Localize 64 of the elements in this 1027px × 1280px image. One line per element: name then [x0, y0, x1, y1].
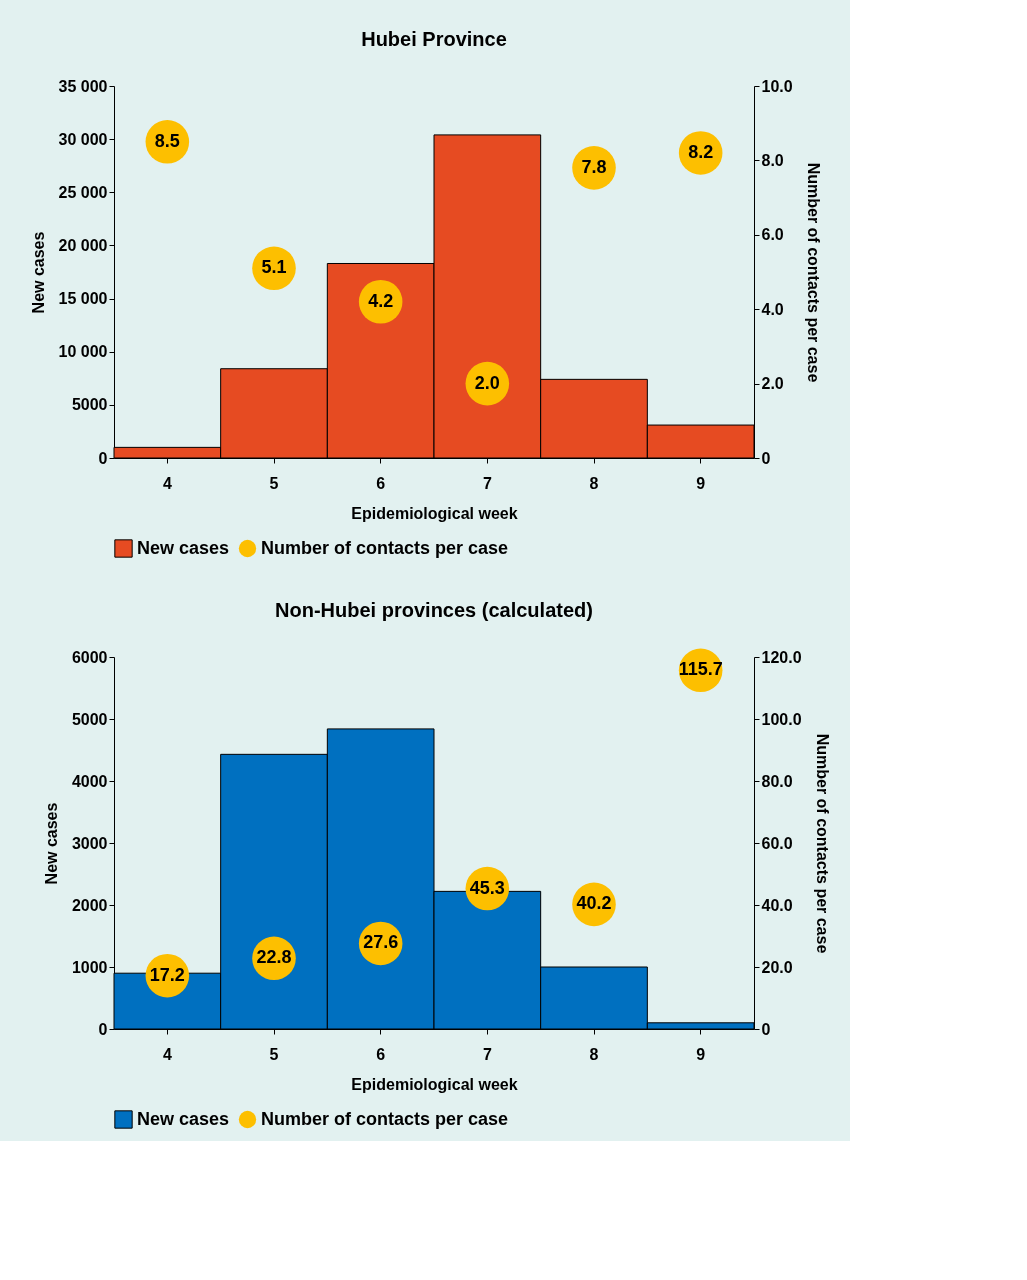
data-label: 27.6 — [363, 932, 399, 953]
y2-axis-title: Number of contacts per case — [804, 162, 822, 383]
y2-tick-label: 10.0 — [761, 77, 793, 95]
y-tick-label: 30 000 — [58, 130, 108, 148]
data-label: 8.2 — [688, 141, 714, 162]
legend-label: New cases — [137, 1108, 230, 1129]
y-tick-label: 20 000 — [58, 236, 108, 254]
y2-tick-label: 20.0 — [761, 958, 793, 976]
x-tick-label: 7 — [482, 1045, 492, 1063]
y2-tick-label: 80.0 — [761, 772, 793, 790]
data-label: 40.2 — [576, 893, 612, 914]
y2-tick-label: 60.0 — [761, 834, 793, 852]
y-axis-title: New cases — [42, 802, 60, 885]
data-label: 2.0 — [474, 372, 500, 393]
data-label: 45.3 — [469, 877, 505, 898]
y-tick-label: 3000 — [71, 834, 108, 852]
data-label: 5.1 — [261, 257, 287, 278]
y-tick-label: 1000 — [71, 958, 108, 976]
y2-tick-label: 2.0 — [761, 375, 784, 393]
data-label: 4.2 — [368, 290, 394, 311]
y2-tick-label: 100.0 — [761, 710, 802, 728]
y-tick-label: 35 000 — [58, 77, 108, 95]
y2-tick-label: 40.0 — [761, 896, 793, 914]
data-label: 8.5 — [154, 130, 180, 151]
x-tick-label: 9 — [696, 1045, 706, 1063]
y-tick-label: 10 000 — [58, 343, 108, 361]
x-tick-label: 4 — [162, 474, 172, 492]
data-label: 17.2 — [149, 964, 185, 985]
y-tick-label: 0 — [98, 449, 108, 467]
data-label: 22.8 — [256, 947, 292, 968]
y-axis-title: New cases — [29, 231, 47, 314]
x-axis-title: Epidemiological week — [351, 1075, 518, 1093]
chart-title: Hubei Province — [361, 28, 507, 50]
y-tick-label: 5000 — [71, 396, 108, 414]
data-label: 115.7 — [678, 659, 723, 680]
y2-tick-label: 4.0 — [761, 300, 784, 318]
y-tick-label: 4000 — [71, 772, 108, 790]
legend-label: Number of contacts per case — [261, 537, 509, 558]
x-tick-label: 9 — [696, 474, 706, 492]
x-tick-label: 5 — [269, 474, 279, 492]
y-tick-label: 15 000 — [58, 290, 108, 308]
x-tick-label: 8 — [589, 1045, 599, 1063]
legend-label: Number of contacts per case — [261, 1108, 509, 1129]
y2-tick-label: 8.0 — [761, 151, 784, 169]
chart-title: Non-Hubei provinces (calculated) — [275, 598, 593, 621]
legend-label: New cases — [137, 537, 230, 558]
x-tick-label: 5 — [269, 1045, 279, 1063]
y2-tick-label: 0 — [761, 1020, 771, 1038]
y2-axis-title: Number of contacts per case — [813, 733, 831, 954]
x-tick-label: 8 — [589, 474, 599, 492]
y-tick-label: 2000 — [71, 896, 108, 914]
x-tick-label: 6 — [376, 474, 386, 492]
y-tick-label: 0 — [98, 1020, 108, 1038]
x-tick-label: 6 — [376, 1045, 386, 1063]
y2-tick-label: 0 — [761, 449, 771, 467]
y-tick-label: 25 000 — [58, 183, 108, 201]
y2-tick-label: 6.0 — [761, 226, 784, 244]
x-axis-title: Epidemiological week — [351, 504, 518, 522]
y-tick-label: 6000 — [71, 648, 108, 666]
x-tick-label: 4 — [162, 1045, 172, 1063]
x-tick-label: 7 — [482, 474, 492, 492]
y-tick-label: 5000 — [71, 710, 108, 728]
data-label: 7.8 — [581, 156, 607, 177]
y2-tick-label: 120.0 — [761, 648, 802, 666]
